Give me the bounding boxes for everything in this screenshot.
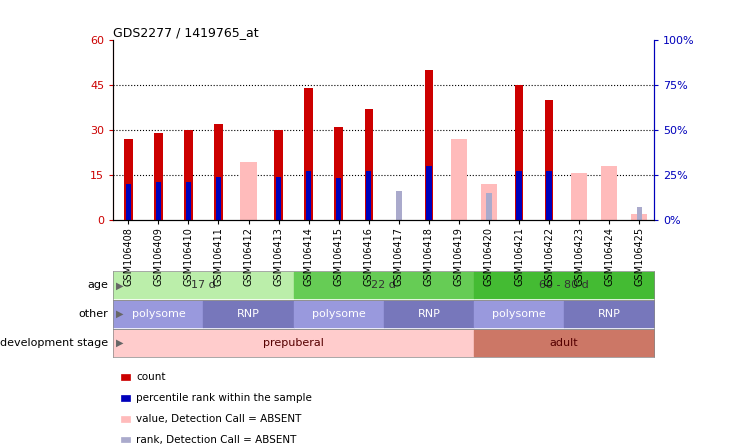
Text: development stage: development stage xyxy=(0,338,108,348)
Bar xyxy=(240,162,257,220)
Bar xyxy=(546,171,552,220)
Bar xyxy=(335,127,343,220)
Bar xyxy=(481,184,497,220)
Text: GDS2277 / 1419765_at: GDS2277 / 1419765_at xyxy=(113,26,259,39)
Bar xyxy=(450,139,467,220)
Text: count: count xyxy=(136,372,165,382)
Bar xyxy=(396,191,401,220)
Text: polysome: polysome xyxy=(492,309,546,319)
Bar xyxy=(304,88,313,220)
Bar xyxy=(214,124,223,220)
Text: polysome: polysome xyxy=(132,309,185,319)
Bar xyxy=(336,178,341,220)
Bar xyxy=(516,171,522,220)
Text: ▶: ▶ xyxy=(115,280,123,290)
Text: rank, Detection Call = ABSENT: rank, Detection Call = ABSENT xyxy=(136,435,296,444)
Text: value, Detection Call = ABSENT: value, Detection Call = ABSENT xyxy=(136,414,301,424)
Text: 22 d: 22 d xyxy=(371,280,396,290)
Text: percentile rank within the sample: percentile rank within the sample xyxy=(136,393,312,403)
Bar xyxy=(276,177,281,220)
Bar xyxy=(486,193,492,220)
Bar xyxy=(631,214,648,220)
Bar xyxy=(425,70,433,220)
Text: age: age xyxy=(87,280,108,290)
Bar xyxy=(306,171,311,220)
Text: RNP: RNP xyxy=(417,309,440,319)
Text: RNP: RNP xyxy=(598,309,621,319)
Bar xyxy=(186,182,191,220)
Text: other: other xyxy=(78,309,108,319)
Bar xyxy=(216,177,221,220)
Bar xyxy=(637,207,642,220)
Bar xyxy=(156,182,161,220)
Text: ▶: ▶ xyxy=(115,309,123,319)
Bar xyxy=(426,166,431,220)
Bar xyxy=(124,139,132,220)
Bar xyxy=(126,184,131,220)
Bar xyxy=(184,130,193,220)
Text: prepuberal: prepuberal xyxy=(263,338,324,348)
Bar xyxy=(154,133,162,220)
Text: adult: adult xyxy=(550,338,578,348)
Bar xyxy=(571,173,588,220)
Bar xyxy=(366,171,371,220)
Text: polysome: polysome xyxy=(312,309,366,319)
Text: 17 d: 17 d xyxy=(191,280,216,290)
Bar xyxy=(274,130,283,220)
Text: ▶: ▶ xyxy=(115,338,123,348)
Bar xyxy=(545,100,553,220)
Bar xyxy=(515,85,523,220)
Bar xyxy=(601,166,618,220)
Text: 60 - 80 d: 60 - 80 d xyxy=(539,280,589,290)
Text: RNP: RNP xyxy=(237,309,260,319)
Bar xyxy=(365,109,373,220)
